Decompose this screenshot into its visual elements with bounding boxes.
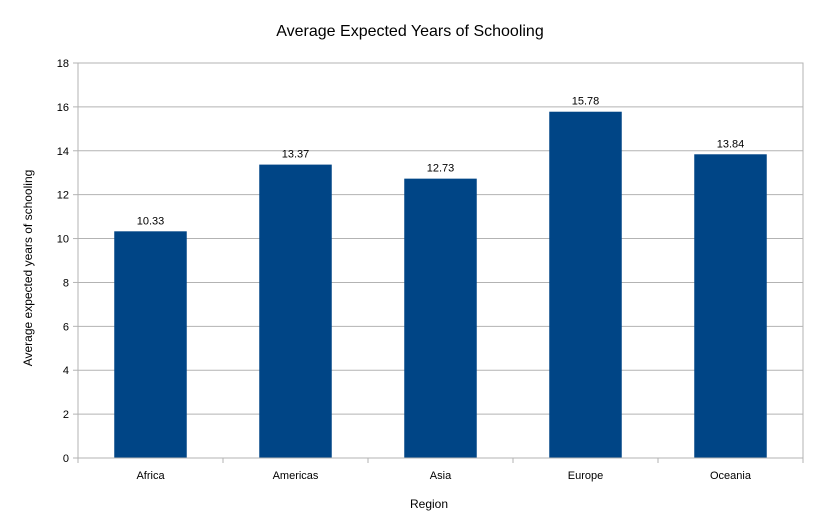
y-axis-ticks: 0 2 4 6 8 10 12 14 16 18 [57,58,78,465]
y-tick-label: 18 [57,58,69,70]
bar-oceania [694,154,767,459]
x-tick-label-oceania: Oceania [710,470,752,482]
bar-europe [549,111,622,458]
y-tick-label: 16 [57,102,69,114]
y-tick-label: 4 [63,365,69,377]
y-axis-label: Average expected years of schooling [21,170,35,367]
data-label-americas: 13.37 [282,149,310,161]
data-label-africa: 10.33 [137,215,165,227]
y-tick-label: 14 [57,146,69,158]
y-tick-label: 0 [63,453,69,465]
x-axis-ticks: Africa Americas Asia Europe Oceania [77,458,804,482]
data-label-europe: 15.78 [572,96,600,108]
data-label-oceania: 13.84 [717,138,745,150]
x-axis-label: Region [410,497,448,511]
y-tick-label: 2 [63,409,69,421]
y-tick-label: 10 [57,234,69,246]
y-tick-label: 6 [63,321,69,333]
bar-africa [114,231,187,458]
y-tick-label: 12 [57,190,69,202]
plot-area-frame [77,62,804,459]
x-tick-label-americas: Americas [273,470,319,482]
data-labels: 10.33 13.37 12.73 15.78 13.84 [137,96,745,228]
bars [114,111,767,459]
x-tick-label-europe: Europe [568,470,603,482]
x-tick-label-africa: Africa [136,470,165,482]
data-label-asia: 12.73 [427,163,455,175]
bar-americas [259,164,332,458]
x-tick-label-asia: Asia [430,470,452,482]
chart-title: Average Expected Years of Schooling [276,23,543,40]
bar-asia [404,178,477,458]
y-tick-label: 8 [63,277,69,289]
